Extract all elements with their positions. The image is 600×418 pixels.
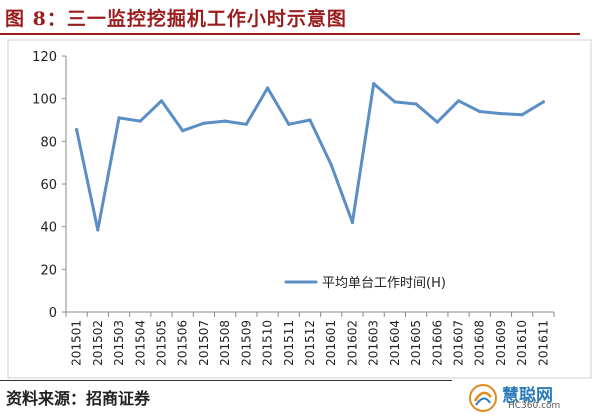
- x-tick-label: 201512: [303, 320, 317, 366]
- data-point: [541, 100, 545, 104]
- data-point: [117, 116, 121, 120]
- x-tick-label: 201509: [239, 320, 253, 366]
- watermark-domain: HC360.com: [508, 401, 561, 411]
- x-tick-label: 201501: [70, 320, 84, 366]
- data-point: [435, 120, 439, 124]
- y-tick-label: 20: [40, 263, 57, 278]
- figure-title: 图 8：三一监控挖掘机工作小时示意图: [5, 8, 347, 30]
- data-point: [181, 129, 185, 133]
- x-tick-label: 201609: [494, 320, 508, 366]
- series-layer: [75, 82, 545, 232]
- x-tick-label: 201504: [133, 320, 147, 366]
- data-point: [499, 112, 503, 116]
- data-point: [244, 122, 248, 126]
- x-tick-label: 201606: [430, 320, 444, 366]
- x-tick-label: 201603: [367, 320, 381, 366]
- footer-rule: [0, 380, 452, 381]
- line-chart: 0 20 40 60 80 100 120 201501 201502 201503 201504…: [7, 39, 592, 379]
- x-tick-label: 201608: [473, 320, 487, 366]
- data-point: [159, 99, 164, 103]
- y-tick-label: 60: [40, 178, 57, 193]
- watermark-name: 慧聪网: [502, 386, 553, 406]
- x-tick-label: 201604: [388, 320, 402, 366]
- x-axis: 201501 201502 201503 201504 201505 201506 2015…: [65, 311, 555, 366]
- x-tick-label: 201607: [452, 320, 466, 366]
- data-point: [478, 109, 482, 114]
- y-tick-label: 0: [49, 306, 57, 321]
- data-point: [223, 119, 227, 123]
- source-note: 资料来源：招商证券: [6, 389, 151, 408]
- x-tick-label: 201602: [345, 320, 359, 366]
- y-tick-label: 40: [40, 221, 57, 236]
- y-tick-label: 120: [32, 50, 57, 65]
- data-point: [202, 121, 206, 125]
- x-tick-label: 201610: [515, 320, 529, 366]
- data-point: [265, 86, 270, 90]
- data-point: [350, 220, 355, 224]
- x-tick-label: 201502: [91, 320, 105, 366]
- x-tick-label: 201601: [324, 320, 338, 366]
- x-tick-label: 201507: [197, 320, 211, 366]
- data-point: [138, 119, 142, 123]
- x-tick-label: 201510: [261, 320, 275, 366]
- title-rule: [0, 33, 580, 35]
- watermark: 慧聪网 HC360.com: [468, 380, 598, 416]
- x-tick-label: 201508: [218, 320, 232, 366]
- data-point: [96, 228, 100, 232]
- data-point: [414, 102, 418, 106]
- data-point: [520, 113, 524, 117]
- x-tick-label: 201605: [409, 320, 423, 366]
- y-axis: 0 20 40 60 80 100 120: [32, 50, 67, 321]
- x-tick-label: 201505: [154, 320, 168, 366]
- x-tick-label: 201506: [176, 320, 190, 366]
- data-point: [329, 163, 333, 167]
- x-tick-label: 201503: [112, 320, 126, 366]
- chart-frame: [7, 39, 592, 379]
- data-point: [287, 122, 291, 126]
- data-point: [75, 128, 79, 132]
- watermark-logo-icon: [469, 384, 497, 412]
- x-tick-label: 201511: [282, 320, 296, 366]
- legend-label: 平均单台工作时间(H): [322, 276, 446, 291]
- y-tick-label: 100: [32, 93, 57, 108]
- data-point: [372, 82, 376, 86]
- legend: 平均单台工作时间(H): [284, 276, 446, 291]
- x-tick-label: 201611: [536, 320, 550, 366]
- y-tick-label: 80: [40, 135, 57, 150]
- data-point: [456, 99, 461, 103]
- data-point: [308, 118, 312, 122]
- data-point: [393, 100, 397, 104]
